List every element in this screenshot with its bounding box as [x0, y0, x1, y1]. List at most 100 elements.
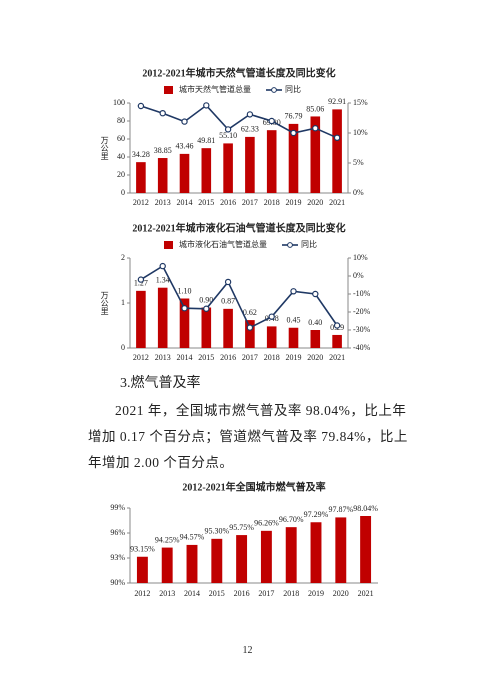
legend-label: 同比	[285, 84, 301, 94]
bar	[332, 109, 342, 193]
y2-tick-label: 5%	[353, 158, 364, 167]
line-point	[246, 324, 254, 331]
bar	[136, 162, 146, 193]
data-label: 62.33	[241, 125, 259, 134]
line-point	[333, 322, 341, 329]
data-label: 96.26%	[254, 519, 279, 528]
data-label: 92.91	[328, 97, 346, 106]
line-point	[203, 305, 210, 312]
x-tick-label: 2015	[198, 353, 214, 362]
legend-swatch	[287, 242, 293, 248]
bar	[157, 158, 168, 193]
y-tick-label: 2	[121, 253, 125, 262]
y-tick-label: 60	[117, 134, 125, 143]
data-label: 0.62	[243, 308, 257, 317]
x-tick-label: 2014	[184, 589, 200, 598]
data-label: 85.06	[306, 104, 324, 113]
x-tick-label: 2013	[159, 589, 175, 598]
x-tick-label: 2021	[358, 589, 374, 598]
y2-tick-label: 0%	[353, 271, 364, 280]
y2-tick-label: 0%	[353, 188, 364, 197]
y-axis-label: 万公里	[100, 291, 109, 315]
x-tick-label: 2015	[198, 198, 214, 207]
data-label: 1.27	[134, 279, 148, 288]
chart-title: 2012-2021年全国城市燃气普及率	[182, 480, 325, 493]
bar	[223, 143, 233, 193]
data-label: 97.87%	[328, 505, 353, 514]
line-point	[181, 118, 188, 125]
y-tick-label: 0	[121, 343, 125, 352]
section-heading: 3.燃气普及率	[120, 376, 201, 391]
bar	[260, 530, 272, 583]
data-label: 94.25%	[155, 535, 180, 544]
x-tick-label: 2018	[264, 353, 280, 362]
legend-swatch	[164, 241, 173, 249]
data-label: 0.40	[308, 318, 322, 327]
data-label: 1.34	[156, 276, 170, 285]
data-label: 94.57%	[180, 533, 205, 542]
paragraph: 2021 年，全国城市燃气普及率 98.04%，比上年增加 0.17 个百分点；…	[88, 403, 408, 470]
x-tick-label: 2019	[286, 353, 302, 362]
bar	[245, 136, 255, 193]
y-tick-label: 20	[117, 170, 125, 179]
data-label: 0.45	[287, 316, 301, 325]
x-tick-label: 2015	[209, 589, 225, 598]
x-tick-label: 2021	[329, 353, 345, 362]
chart-title: 2012-2021年城市液化石油气管道长度及同比变化	[132, 221, 345, 234]
x-tick-label: 2013	[155, 198, 171, 207]
line-point	[312, 290, 319, 298]
bar	[285, 527, 297, 583]
line-point	[159, 262, 166, 270]
line-point	[268, 117, 275, 125]
chart: 2012-2021年城市液化石油气管道长度及同比变化 0 1 2 -40% -30% -20…	[100, 221, 371, 362]
y-tick-label: 40	[117, 152, 125, 161]
legend-swatch	[164, 86, 173, 94]
line	[140, 264, 338, 329]
bar	[332, 334, 342, 348]
x-tick-label: 2017	[242, 353, 258, 362]
data-label: 93.15%	[130, 545, 155, 554]
line-point	[203, 102, 210, 109]
bar	[245, 320, 255, 348]
y2-tick-label: -20%	[353, 307, 371, 316]
y2-tick-label: 10%	[353, 253, 368, 262]
bar	[179, 298, 190, 348]
legend-label: 同比	[301, 239, 317, 249]
y-tick-label: 90%	[110, 578, 125, 587]
bar	[335, 517, 347, 583]
bar	[236, 535, 248, 583]
bar	[161, 547, 173, 583]
bar	[288, 327, 299, 348]
x-tick-label: 2017	[258, 589, 274, 598]
x-tick-label: 2016	[234, 589, 250, 598]
bar	[266, 326, 277, 348]
x-tick-label: 2018	[264, 198, 280, 207]
x-tick-label: 2020	[307, 198, 323, 207]
x-tick-label: 2016	[220, 353, 236, 362]
y-tick-label: 99%	[110, 503, 125, 512]
line-point	[246, 111, 254, 118]
data-label: 1.10	[178, 286, 192, 295]
y2-tick-label: 10%	[353, 128, 368, 137]
data-label: 96.70%	[279, 515, 304, 524]
x-tick-label: 2014	[177, 198, 193, 207]
legend-label: 城市天然气管道总量	[179, 84, 251, 94]
x-tick-label: 2018	[283, 589, 299, 598]
y-tick-label: 0	[121, 188, 125, 197]
data-label: 55.10	[219, 131, 237, 140]
y-axis-label: 万公里	[100, 136, 109, 160]
line-point	[137, 102, 145, 110]
x-tick-label: 2012	[134, 589, 150, 598]
y-tick-label: 100	[113, 98, 125, 107]
x-tick-label: 2012	[133, 198, 149, 207]
bar	[179, 153, 190, 193]
data-label: 0.90	[199, 295, 213, 304]
bar	[310, 116, 321, 193]
bar	[136, 556, 148, 583]
data-label: 95.75%	[229, 523, 254, 532]
data-label: 49.81	[197, 136, 215, 145]
y2-tick-label: 15%	[353, 98, 368, 107]
legend-swatch	[271, 87, 277, 93]
data-label: 38.85	[154, 146, 172, 155]
